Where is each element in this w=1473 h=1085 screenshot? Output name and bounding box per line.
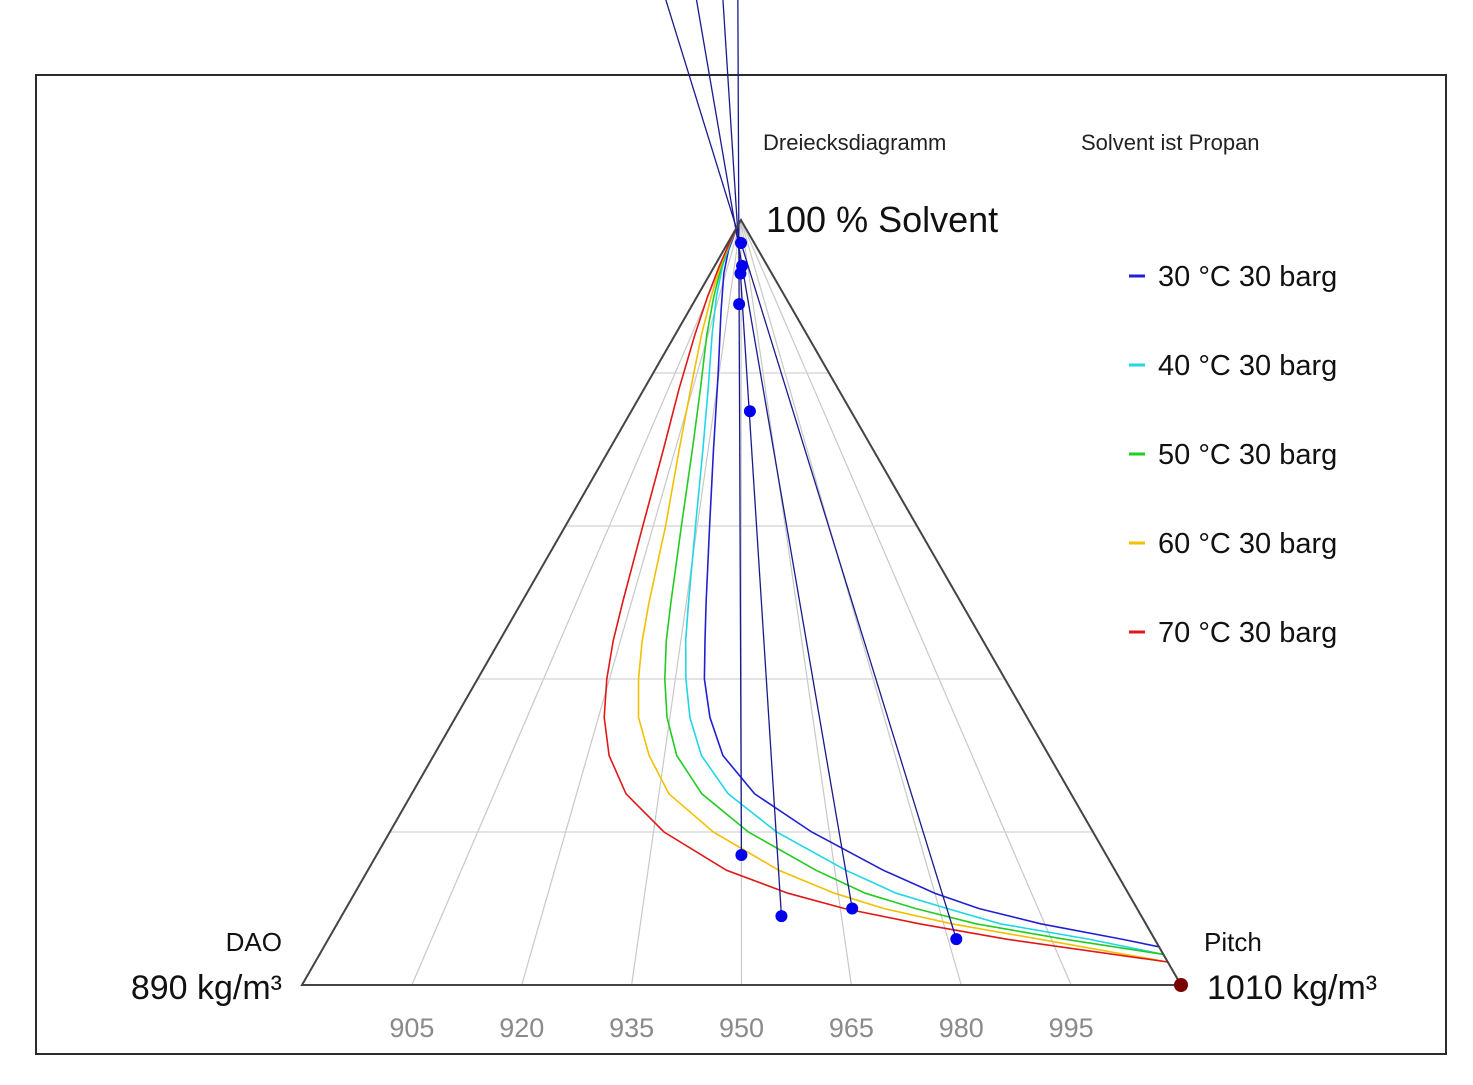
tie-point-2 bbox=[734, 267, 747, 280]
radial-gridline-1 bbox=[521, 219, 742, 986]
tie-point-0 bbox=[735, 236, 748, 249]
tick-label-6: 995 bbox=[1049, 1013, 1094, 1043]
tie-point-4 bbox=[743, 405, 756, 418]
tick-label-3: 950 bbox=[719, 1013, 764, 1043]
right-vertex-density: 1010 kg/m³ bbox=[1207, 969, 1377, 1007]
radial-gridline-2 bbox=[631, 219, 742, 986]
base-axis-ticks: 905 920 935 950 965 980 995 bbox=[389, 1013, 1093, 1043]
binodal-curves bbox=[603, 219, 1168, 963]
legend-label-1: 40 °C 30 barg bbox=[1158, 350, 1337, 382]
tie-point-5 bbox=[735, 848, 748, 861]
series-line-4 bbox=[603, 219, 1168, 963]
series-line-1 bbox=[684, 219, 1164, 956]
radial-gridline-4 bbox=[740, 219, 852, 986]
tie-point-7 bbox=[846, 902, 859, 915]
tie-point-3 bbox=[733, 298, 746, 311]
tie-point-6 bbox=[775, 910, 788, 923]
radial-gridline-5 bbox=[740, 219, 962, 986]
top-vertex-label: 100 % Solvent bbox=[766, 199, 998, 240]
radial-gridline-6 bbox=[740, 219, 1072, 986]
legend-label-2: 50 °C 30 barg bbox=[1158, 439, 1337, 471]
chart-title: Dreiecksdiagramm bbox=[763, 130, 946, 155]
tick-label-0: 905 bbox=[389, 1013, 434, 1043]
series-line-0 bbox=[703, 219, 1160, 948]
series-line-3 bbox=[637, 219, 1168, 963]
radial-gridline-0 bbox=[411, 219, 742, 986]
tick-label-2: 935 bbox=[609, 1013, 654, 1043]
right-vertex-name: Pitch bbox=[1204, 927, 1262, 957]
legend-label-3: 60 °C 30 barg bbox=[1158, 528, 1337, 560]
tick-label-1: 920 bbox=[499, 1013, 544, 1043]
series-line-2 bbox=[663, 219, 1164, 956]
legend-label-0: 30 °C 30 barg bbox=[1158, 261, 1337, 293]
tie-points bbox=[733, 236, 1188, 992]
tie-point-8 bbox=[950, 933, 963, 946]
legend-label-4: 70 °C 30 barg bbox=[1158, 617, 1337, 649]
triangle-outline bbox=[300, 217, 1183, 986]
tie-line-3 bbox=[695, 0, 853, 909]
legend: 30 °C 30 barg 40 °C 30 barg 50 °C 30 barg 6… bbox=[1129, 261, 1337, 649]
tie-line-2 bbox=[722, 0, 783, 917]
radial-gridline-3 bbox=[740, 219, 743, 986]
chart-subtitle: Solvent ist Propan bbox=[1081, 130, 1260, 155]
tick-label-4: 965 bbox=[829, 1013, 874, 1043]
tick-label-5: 980 bbox=[939, 1013, 984, 1043]
tie-lines bbox=[665, 0, 957, 940]
left-vertex-density: 890 kg/m³ bbox=[131, 969, 282, 1007]
tie-line-1 bbox=[737, 0, 743, 855]
left-vertex-name: DAO bbox=[226, 927, 282, 957]
tie-line-0 bbox=[665, 0, 957, 940]
pitch-marker bbox=[1174, 978, 1188, 992]
